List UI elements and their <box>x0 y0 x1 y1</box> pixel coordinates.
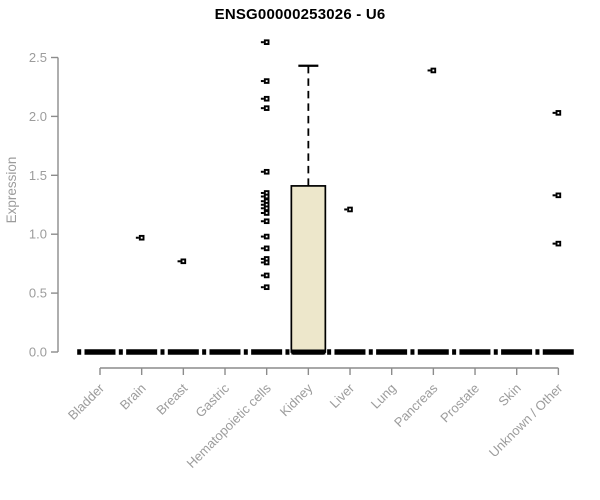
outlier-point <box>260 218 270 225</box>
outlier-point <box>260 193 270 200</box>
x-tick-label-unknown-other: Unknown / Other <box>486 380 566 460</box>
outlier-points-liver <box>344 206 353 213</box>
outlier-point <box>260 233 270 240</box>
chart-title: ENSG00000253026 - U6 <box>214 6 386 23</box>
y-tick-label: 2.5 <box>29 50 47 65</box>
outlier-point <box>260 259 270 266</box>
y-tick-label: 2.0 <box>29 109 47 124</box>
outlier-point <box>260 190 270 196</box>
x-tick-label-skin: Skin <box>495 381 523 409</box>
box <box>290 185 327 353</box>
outlier-point <box>260 105 270 111</box>
outlier-point <box>552 110 562 116</box>
x-tick-label-lung: Lung <box>368 381 399 412</box>
outlier-point <box>177 258 187 265</box>
outlier-point <box>135 234 145 241</box>
y-tick-label: 0.5 <box>29 286 47 301</box>
outlier-point <box>427 67 437 74</box>
outlier-point <box>260 201 270 208</box>
y-tick-label: 1.0 <box>29 227 47 242</box>
boxplot-kidney <box>290 64 327 355</box>
x-tick-label-prostate: Prostate <box>437 381 482 426</box>
outlier-point <box>260 245 270 252</box>
outlier-point <box>552 192 562 199</box>
outlier-point <box>260 39 270 45</box>
outlier-points-hematopoietic-cells <box>260 39 270 291</box>
outlier-points-pancreas <box>427 67 437 74</box>
outlier-point <box>260 205 270 212</box>
x-tick-label-bladder: Bladder <box>65 380 108 423</box>
outlier-point <box>260 78 270 84</box>
outlier-point <box>260 272 270 279</box>
outlier-point <box>260 284 270 291</box>
x-tick-label-breast: Breast <box>153 380 190 417</box>
y-tick-label: 1.5 <box>29 168 47 183</box>
x-tick-label-gastric: Gastric <box>192 380 232 420</box>
y-tick-label: 0.0 <box>29 345 47 360</box>
x-tick-label-brain: Brain <box>117 381 149 413</box>
y-axis: 0.0 0.5 1.0 1.5 2.0 2.5 Expression <box>4 50 59 360</box>
outlier-point <box>260 168 270 175</box>
outlier-points-breast <box>177 258 187 265</box>
x-tick-label-pancreas: Pancreas <box>391 380 441 430</box>
outlier-points-brain <box>135 234 145 241</box>
x-tick-label-kidney: Kidney <box>277 380 316 419</box>
outlier-point <box>344 206 353 213</box>
outlier-point <box>260 198 270 205</box>
outlier-point <box>552 240 562 247</box>
x-tick-label-liver: Liver <box>327 380 358 411</box>
outlier-point <box>260 210 270 216</box>
outlier-point <box>260 256 270 262</box>
outlier-points-unknown-other <box>552 110 562 247</box>
outlier-point <box>260 95 270 102</box>
y-axis-title: Expression <box>4 157 19 224</box>
